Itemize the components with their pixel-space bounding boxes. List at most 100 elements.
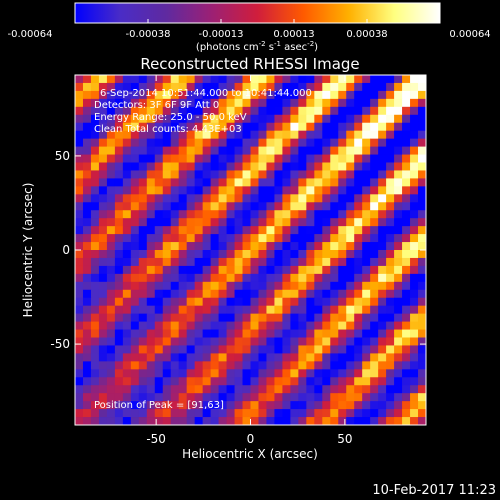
- heatmap-cell: [210, 289, 219, 299]
- heatmap-cell: [186, 377, 196, 386]
- heatmap-cell: [106, 82, 116, 92]
- heatmap-cell: [394, 265, 403, 275]
- heatmap-cell: [178, 329, 188, 338]
- heatmap-cell: [170, 321, 180, 330]
- heatmap-cell: [130, 82, 140, 92]
- heatmap-cell: [330, 401, 339, 410]
- heatmap-cell: [82, 75, 92, 84]
- heatmap-cell: [290, 146, 299, 155]
- heatmap-cell: [322, 226, 331, 235]
- heatmap-cell: [298, 265, 307, 275]
- heatmap-cell: [418, 377, 426, 386]
- heatmap-cell: [82, 393, 92, 402]
- heatmap-cell: [402, 226, 411, 235]
- heatmap-cell: [418, 90, 426, 100]
- heatmap-cell: [210, 345, 219, 354]
- heatmap-cell: [114, 122, 124, 132]
- heatmap-cell: [274, 162, 283, 171]
- heatmap-cell: [338, 273, 347, 283]
- heatmap-cell: [234, 90, 243, 100]
- heatmap-cell: [378, 305, 387, 315]
- heatmap-cell: [194, 361, 204, 370]
- heatmap-cell: [250, 75, 259, 84]
- heatmap-cell: [114, 409, 124, 418]
- heatmap-cell: [242, 226, 251, 235]
- heatmap-cell: [330, 234, 339, 243]
- heatmap-cell: [386, 75, 395, 84]
- heatmap-cell: [402, 265, 411, 275]
- heatmap-cell: [130, 242, 140, 251]
- heatmap-cell: [322, 337, 331, 346]
- heatmap-cell: [282, 273, 291, 283]
- heatmap-cell: [306, 202, 315, 211]
- x-axis-label: Heliocentric X (arcsec): [182, 447, 318, 461]
- heatmap-cell: [170, 122, 180, 132]
- heatmap-cell: [130, 226, 140, 235]
- heatmap-cell: [410, 122, 419, 132]
- heatmap-cell: [378, 377, 387, 386]
- heatmap-cell: [410, 194, 419, 203]
- heatmap-cell: [346, 289, 355, 299]
- heatmap-cell: [194, 178, 204, 187]
- heatmap-cell: [338, 393, 347, 402]
- heatmap-cell: [210, 234, 219, 243]
- heatmap-cell: [122, 242, 132, 251]
- heatmap-cell: [146, 210, 156, 219]
- heatmap-cell: [418, 106, 426, 116]
- heatmap-cell: [226, 146, 235, 155]
- heatmap-cell: [370, 361, 379, 370]
- heatmap-cell: [386, 146, 395, 155]
- heatmap-cell: [210, 178, 219, 187]
- heatmap-cell: [330, 75, 339, 84]
- heatmap-cell: [138, 130, 148, 140]
- heatmap-cell: [322, 162, 331, 171]
- heatmap-cell: [418, 289, 426, 299]
- heatmap-cell: [162, 369, 172, 378]
- heatmap-cell: [146, 106, 156, 116]
- heatmap-cell: [370, 234, 379, 243]
- heatmap-cell: [322, 154, 331, 163]
- heatmap-cell: [186, 178, 196, 187]
- heatmap-cell: [146, 353, 156, 362]
- heatmap-cell: [402, 234, 411, 243]
- heatmap-cell: [146, 265, 156, 275]
- heatmap-cell: [314, 337, 323, 346]
- heatmap-cell: [282, 281, 291, 291]
- heatmap-cell: [210, 210, 219, 219]
- heatmap-cell: [218, 194, 227, 203]
- heatmap-cell: [322, 242, 331, 251]
- heatmap-cell: [234, 106, 243, 116]
- heatmap-cell: [170, 170, 180, 179]
- heatmap-cell: [234, 170, 243, 179]
- heatmap-cell: [138, 90, 148, 100]
- heatmap-cell: [82, 138, 92, 147]
- heatmap-cell: [178, 162, 188, 171]
- heatmap-cell: [122, 361, 132, 370]
- heatmap-cell: [146, 234, 156, 243]
- heatmap-cell: [338, 202, 347, 211]
- heatmap-cell: [258, 377, 267, 386]
- heatmap-cell: [410, 409, 419, 418]
- heatmap-cell: [298, 361, 307, 370]
- heatmap-cell: [362, 337, 371, 346]
- heatmap-cell: [354, 337, 363, 346]
- heatmap-cell: [202, 82, 212, 92]
- heatmap-cell: [75, 305, 84, 315]
- heatmap-cell: [402, 130, 411, 140]
- heatmap-cell: [418, 194, 426, 203]
- heatmap-cell: [90, 385, 100, 394]
- heatmap-cell: [234, 138, 243, 147]
- heatmap-cell: [314, 417, 323, 425]
- heatmap-cell: [146, 75, 156, 84]
- heatmap-cell: [194, 98, 204, 108]
- heatmap-cell: [154, 353, 164, 362]
- heatmap-cell: [154, 289, 164, 299]
- heatmap-cell: [122, 210, 132, 219]
- heatmap-cell: [418, 178, 426, 187]
- heatmap-cell: [386, 106, 395, 116]
- heatmap-cell: [306, 377, 315, 386]
- heatmap-cell: [178, 234, 188, 243]
- heatmap-cell: [402, 289, 411, 299]
- heatmap-cell: [386, 162, 395, 171]
- heatmap-cell: [410, 337, 419, 346]
